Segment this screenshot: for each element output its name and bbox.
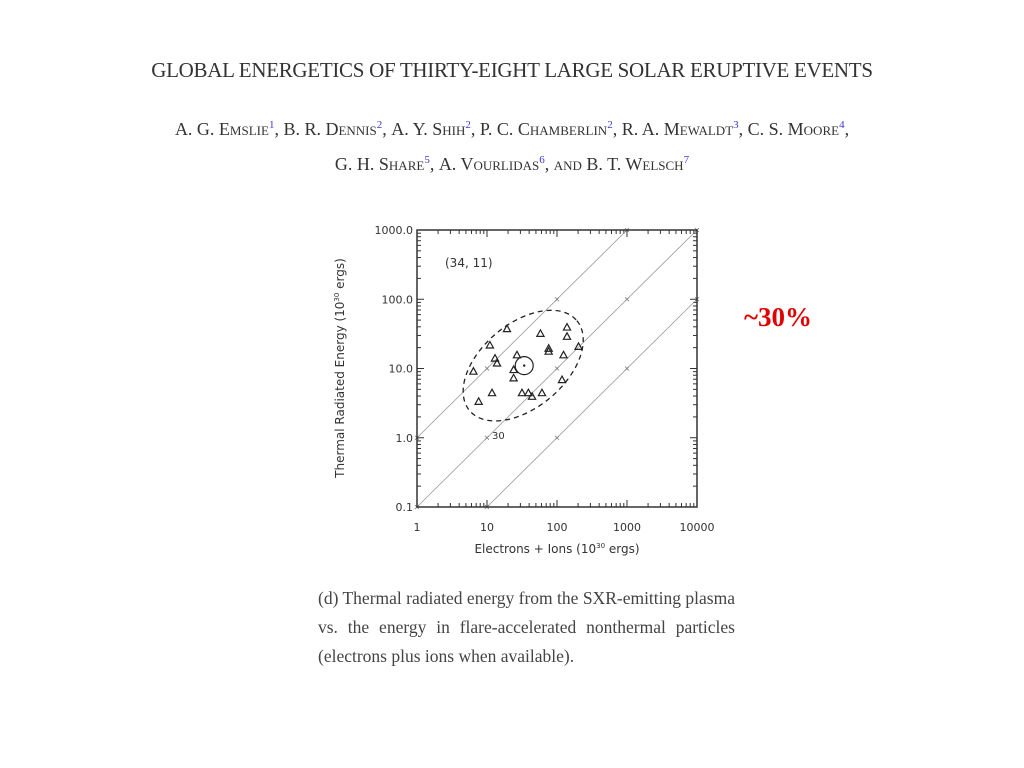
author-name: A. G. Emslie bbox=[174, 119, 269, 139]
affiliation-number: 1 bbox=[268, 119, 275, 131]
and-word: and bbox=[553, 154, 582, 174]
data-point bbox=[490, 353, 500, 362]
x-tick-label: 100 bbox=[547, 521, 568, 534]
author-name: P. C. Chamberlin bbox=[479, 119, 608, 139]
data-point bbox=[544, 346, 554, 355]
x-tick-label: 10 bbox=[480, 521, 494, 534]
data-point bbox=[537, 387, 547, 397]
data-point bbox=[527, 391, 537, 400]
data-point bbox=[562, 322, 572, 331]
data-point bbox=[508, 373, 519, 382]
y-tick-label: 100.0 bbox=[382, 293, 414, 306]
percentage-annotation: ~30% bbox=[744, 302, 813, 332]
author: P. C. Chamberlin2 bbox=[480, 119, 613, 139]
x-axis-label: Electrons + Ions (1030 ergs) bbox=[474, 542, 639, 556]
affiliation-number: 2 bbox=[376, 119, 383, 131]
affiliation-number: 2 bbox=[465, 119, 471, 131]
ratio-marker bbox=[554, 435, 560, 441]
data-point bbox=[492, 358, 502, 367]
author: R. A. Mewaldt3 bbox=[622, 119, 739, 139]
affiliation-number: 7 bbox=[683, 154, 690, 166]
data-point bbox=[517, 387, 527, 397]
author: G. H. Share5 bbox=[335, 154, 430, 174]
y-tick-label: 10.0 bbox=[389, 363, 414, 376]
ratio-marker bbox=[484, 435, 490, 441]
author-list: A. G. Emslie1, B. R. Dennis2, A. Y. Shih… bbox=[30, 110, 994, 180]
author-name: R. A. Mewaldt bbox=[621, 119, 734, 139]
data-point bbox=[508, 364, 519, 374]
author: B. T. Welsch7 bbox=[586, 154, 689, 174]
y-tick-label: 1.0 bbox=[396, 432, 414, 445]
data-point bbox=[512, 350, 522, 359]
author: A. G. Emslie1 bbox=[175, 119, 275, 139]
ratio-marker bbox=[554, 296, 560, 302]
data-point bbox=[502, 323, 512, 333]
author: B. R. Dennis2 bbox=[283, 119, 382, 139]
data-point bbox=[474, 396, 484, 405]
data-point bbox=[544, 343, 554, 352]
x-tick-label: 10000 bbox=[680, 521, 715, 534]
x-tick-label: 1 bbox=[414, 521, 421, 534]
data-point bbox=[485, 340, 495, 349]
author: C. S. Moore4 bbox=[748, 119, 845, 139]
plot-frame bbox=[416, 229, 698, 508]
ratio-line bbox=[416, 229, 628, 439]
ratio-marker bbox=[554, 366, 560, 371]
data-point bbox=[468, 366, 479, 375]
affiliation-number: 6 bbox=[539, 154, 545, 166]
author: A. Y. Shih2 bbox=[391, 119, 471, 139]
ratio-marker bbox=[624, 296, 630, 302]
figure-caption: (d) Thermal radiated energy from the SXR… bbox=[318, 588, 735, 666]
author-name: B. T. Welsch bbox=[586, 154, 684, 174]
y-tick-label: 1000.0 bbox=[375, 224, 414, 237]
data-point bbox=[558, 350, 569, 359]
mean-point bbox=[523, 364, 526, 367]
author-line-2: G. H. Share5, A. Vourlidas6, and B. T. W… bbox=[334, 154, 690, 174]
affiliation-number: 2 bbox=[607, 119, 613, 131]
data-point bbox=[557, 374, 567, 384]
ratio-marker bbox=[484, 366, 490, 371]
mean-circle bbox=[514, 356, 534, 376]
energy-scatter-chart: (34, 11) 30 1 10 100 1000 10000 0.1 1.0 10.0 10… bbox=[333, 224, 715, 556]
y-tick-label: 0.1 bbox=[396, 501, 414, 514]
ratio-line bbox=[486, 298, 698, 508]
ratio-marker bbox=[624, 366, 630, 371]
data-point bbox=[523, 387, 533, 397]
affiliation-number: 4 bbox=[839, 119, 845, 131]
data-point bbox=[535, 328, 546, 337]
author-name: C. S. Moore bbox=[747, 119, 840, 139]
confidence-ellipse bbox=[462, 309, 584, 422]
author-line-1: A. G. Emslie1, B. R. Dennis2, A. Y. Shih… bbox=[174, 119, 850, 139]
paper-title: GLOBAL ENERGETICS OF THIRTY-EIGHT LARGE … bbox=[151, 58, 873, 82]
author-name: B. R. Dennis bbox=[283, 119, 377, 139]
author-name: A. Y. Shih bbox=[391, 119, 466, 139]
affiliation-number: 3 bbox=[733, 119, 739, 131]
data-point bbox=[562, 331, 572, 340]
mean-label: (34, 11) bbox=[445, 256, 493, 270]
author-name: A. Vourlidas bbox=[438, 154, 540, 174]
x-tick-label: 1000 bbox=[613, 521, 641, 534]
author-name: G. H. Share bbox=[334, 154, 425, 174]
ellipse-label: 30 bbox=[492, 431, 505, 442]
affiliation-number: 5 bbox=[424, 154, 430, 166]
data-point bbox=[573, 341, 584, 351]
y-axis-label: Thermal Radiated Energy (1030 ergs) bbox=[333, 258, 347, 479]
data-point bbox=[487, 387, 497, 397]
author: A. Vourlidas6 bbox=[439, 154, 545, 174]
